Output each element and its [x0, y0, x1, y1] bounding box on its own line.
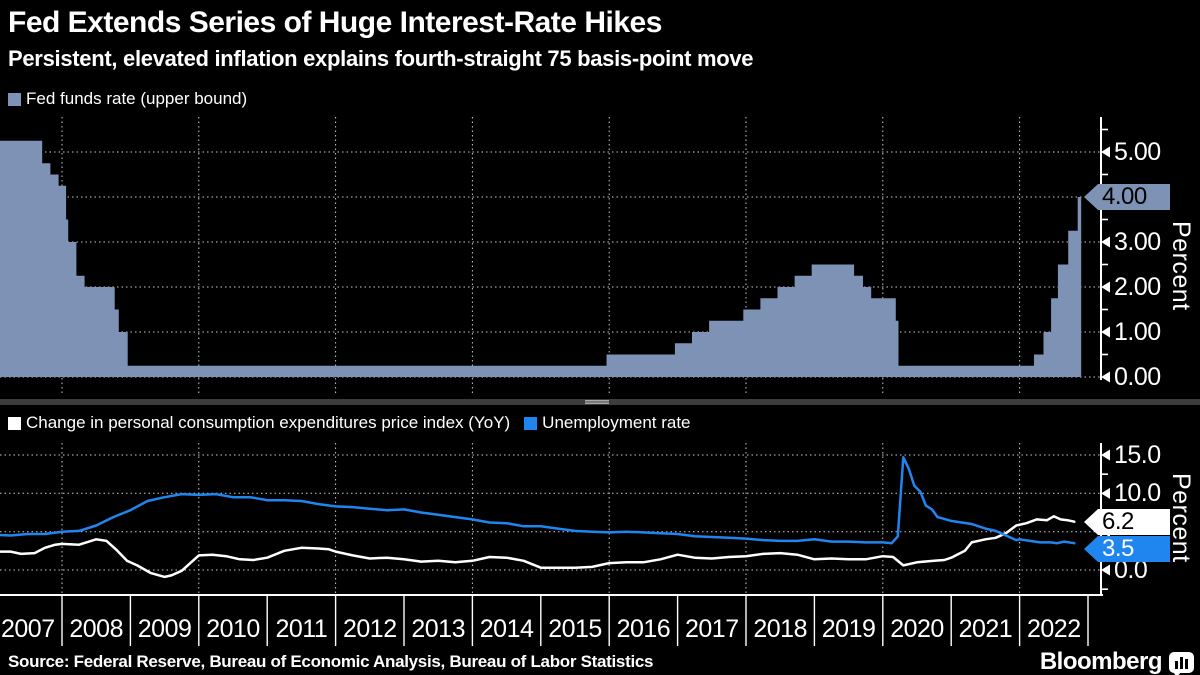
top-axis-unit-label: Percent [1167, 221, 1195, 311]
x-axis-year-label: 2010 [206, 615, 260, 643]
x-axis-year-label: 2021 [958, 615, 1013, 643]
top-chart-legend: Fed funds rate (upper bound) [8, 89, 247, 109]
page-title: Fed Extends Series of Huge Interest-Rate… [8, 6, 662, 39]
axis-tick-arrow [1101, 146, 1110, 158]
x-axis-year-label: 2013 [411, 615, 465, 643]
top-axis-tick-label: 3.00 [1114, 228, 1161, 256]
top-axis-tick-label: 1.00 [1114, 318, 1161, 346]
legend-label-unemployment: Unemployment rate [542, 413, 691, 432]
x-axis-year-label: 2008 [69, 615, 123, 643]
top-axis-tick-label: 0.00 [1114, 363, 1161, 391]
axis-tick-arrow [1101, 326, 1110, 338]
x-axis-year-label: 2007 [1, 615, 55, 643]
x-axis-year-label: 2020 [890, 615, 944, 643]
bottom-chart-legend: Change in personal consumption expenditu… [8, 413, 691, 433]
unemployment-value-badge: 3.5 [1084, 536, 1170, 562]
legend-item-pce: Change in personal consumption expenditu… [8, 413, 510, 433]
x-axis-year-label: 2016 [616, 615, 671, 643]
source-text: Source: Federal Reserve, Bureau of Econo… [8, 652, 654, 671]
x-axis-year-label: 2022 [1026, 615, 1081, 643]
axis-tick-arrow [1101, 371, 1110, 383]
pce-swatch-icon [8, 416, 21, 430]
x-axis-year-label: 2011 [275, 615, 328, 643]
bottom-axis-tick-label: 15.0 [1114, 440, 1161, 469]
x-axis-year-label: 2014 [479, 615, 534, 643]
pce-value-badge: 6.2 [1084, 509, 1170, 535]
bottom-axis-tick-label: 10.0 [1114, 479, 1161, 508]
x-axis-year-label: 2012 [342, 615, 397, 643]
source-bar: Source: Federal Reserve, Bureau of Econo… [0, 649, 1200, 675]
x-axis-year-label: 2018 [753, 615, 807, 643]
axis-tick-arrow [1101, 281, 1110, 293]
axis-tick-arrow [1101, 449, 1110, 461]
legend-item-fed-funds: Fed funds rate (upper bound) [8, 89, 247, 109]
bloomberg-logo-icon [1169, 651, 1194, 675]
panel-divider-handle[interactable] [583, 399, 611, 405]
bottom-axis-unit-label: Percent [1167, 473, 1195, 563]
axis-tick-arrow [1101, 564, 1110, 576]
x-axis-year-label: 2017 [684, 615, 739, 643]
x-axis-year-label: 2019 [821, 615, 876, 643]
bloomberg-branding: Bloomberg [1040, 648, 1194, 675]
legend-label-pce: Change in personal consumption expenditu… [26, 413, 511, 432]
top-axis-tick-label: 2.00 [1114, 273, 1161, 301]
fed-funds-swatch-icon [8, 92, 21, 106]
pce-line-series [0, 515, 1076, 579]
unemployment-line-series [0, 456, 1076, 545]
legend-item-unemployment: Unemployment rate [524, 413, 691, 433]
unemployment-swatch-icon [524, 416, 538, 430]
x-axis-year-label: 2015 [548, 615, 602, 643]
fed-rate-value-badge: 4.00 [1084, 184, 1170, 210]
axis-tick-arrow [1101, 236, 1110, 248]
x-axis-year-label: 2009 [137, 615, 192, 643]
fed-funds-area-series [0, 140, 1082, 377]
top-axis-tick-label: 5.00 [1114, 138, 1161, 166]
axis-tick-arrow [1101, 487, 1110, 499]
bloomberg-wordmark: Bloomberg [1039, 648, 1163, 675]
page-subtitle: Persistent, elevated inflation explains … [8, 46, 754, 71]
legend-label-fed-funds: Fed funds rate (upper bound) [26, 89, 248, 108]
